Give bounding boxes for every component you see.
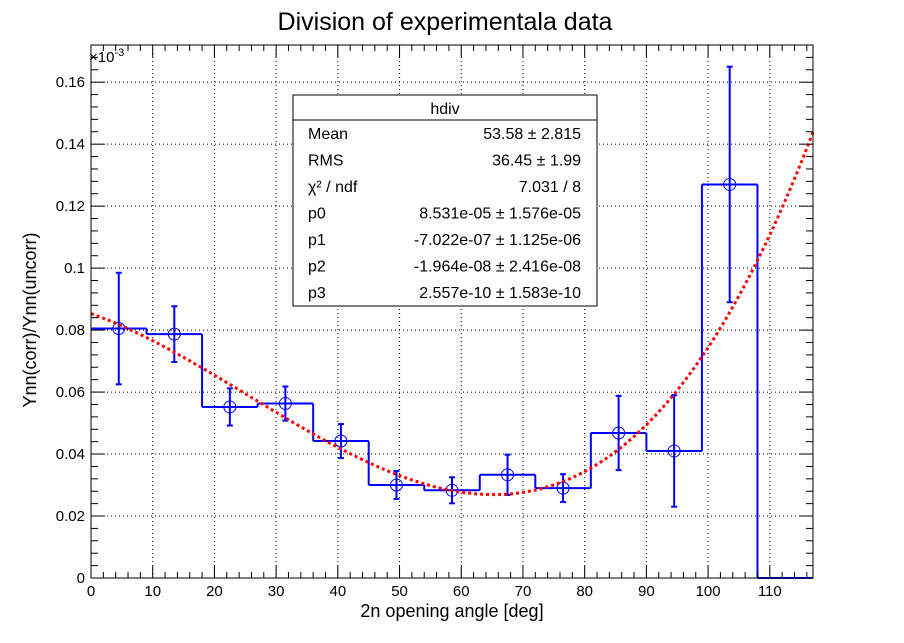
stats-row-label: p0 xyxy=(308,206,326,223)
x-tick-label: 20 xyxy=(206,583,223,600)
plot-frame xyxy=(90,44,814,579)
stats-row-value: -7.022e-07 ± 1.125e-06 xyxy=(414,232,581,249)
histogram xyxy=(91,65,813,579)
stats-row-label: p3 xyxy=(308,285,326,302)
x-tick-label: 110 xyxy=(758,583,782,600)
data-point-marker xyxy=(223,400,237,414)
y-axis-title: Ynn(corr)/Ynn(uncorr) xyxy=(20,232,40,407)
data-point-marker xyxy=(612,426,626,440)
y-tick-label: 0.14 xyxy=(56,136,85,153)
chart-title: Division of experimentala data xyxy=(278,8,613,36)
stats-box-title: hdiv xyxy=(430,101,459,118)
y-tick-label: 0.06 xyxy=(56,384,85,401)
stats-row-value: 53.58 ± 2.815 xyxy=(483,126,581,143)
stats-row-label: χ² / ndf xyxy=(308,179,358,196)
y-axis-exponent: ×10-3 xyxy=(89,47,124,66)
y-tick-label: 0.12 xyxy=(56,198,85,215)
fit-line xyxy=(90,131,815,497)
stats-box-frame xyxy=(292,94,598,307)
data-point-marker xyxy=(667,444,681,458)
x-tick-label: 30 xyxy=(268,583,285,600)
y-tick-label: 0.02 xyxy=(56,508,85,525)
stats-rows: Mean 53.58 ± 2.815 RMS 36.45 ± 1.99 χ² / ndf… xyxy=(308,126,581,302)
stats-row-value: 2.557e-10 ± 1.583e-10 xyxy=(419,285,581,302)
x-tick-label: 0 xyxy=(87,583,95,600)
axes: 0 10 20 30 40 50 60 70 80 90 100 110 0 0.02 0.04 0.06 0.… xyxy=(56,44,814,600)
x-tick-label: 10 xyxy=(144,583,161,600)
stats-row-value: 8.531e-05 ± 1.576e-05 xyxy=(419,206,581,223)
data-point-marker xyxy=(389,478,403,492)
y-exponent-base: ×10 xyxy=(89,49,114,66)
stats-row-label: p2 xyxy=(308,259,326,276)
y-tick-label: 0 xyxy=(77,570,85,587)
x-tick-label: 50 xyxy=(391,583,408,600)
data-point-marker xyxy=(723,177,737,191)
stats-row-label: p1 xyxy=(308,232,326,249)
x-tick-label: 90 xyxy=(638,583,655,600)
stats-box: hdiv Mean 53.58 ± 2.815 RMS 36.45 ± 1.99 χ² … xyxy=(292,94,598,307)
stats-row-value: 7.031 / 8 xyxy=(519,179,581,196)
y-tick-label: 0.1 xyxy=(64,260,85,277)
stats-row-label: Mean xyxy=(308,126,348,143)
y-tick-label: 0.04 xyxy=(56,446,85,463)
data-point-marker xyxy=(167,327,181,341)
x-tick-label: 100 xyxy=(696,583,721,600)
data-point-marker xyxy=(334,434,348,448)
x-tick-label: 60 xyxy=(453,583,470,600)
stats-row-value: -1.964e-08 ± 2.416e-08 xyxy=(414,259,581,276)
y-tick-label: 0.16 xyxy=(56,74,85,91)
x-tick-label: 40 xyxy=(329,583,346,600)
stats-row-value: 36.45 ± 1.99 xyxy=(492,153,581,170)
y-exponent-power: -3 xyxy=(114,47,124,59)
x-axis-title: 2n opening angle [deg] xyxy=(360,601,543,621)
y-tick-label: 0.08 xyxy=(56,322,85,339)
x-tick-label: 80 xyxy=(576,583,593,600)
data-point-marker xyxy=(278,397,292,411)
stats-row-label: RMS xyxy=(308,153,344,170)
x-tick-label: 70 xyxy=(515,583,532,600)
data-point-marker xyxy=(501,468,515,482)
fit-curve xyxy=(90,131,815,497)
